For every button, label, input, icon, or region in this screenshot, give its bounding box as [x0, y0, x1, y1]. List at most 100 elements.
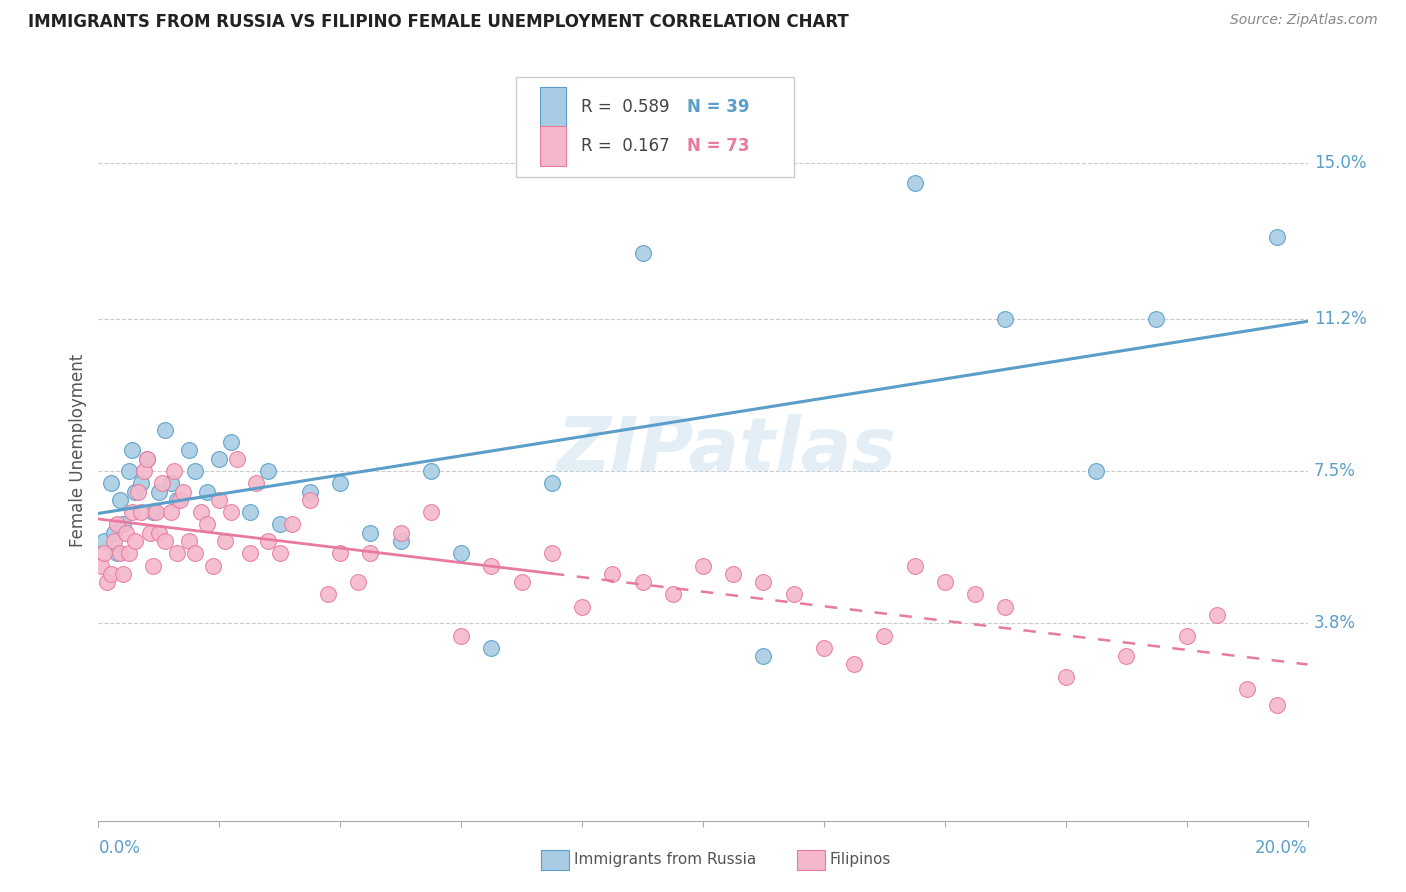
- Point: [994, 599, 1017, 614]
- Point: [299, 484, 322, 499]
- Point: [934, 575, 956, 590]
- Point: [150, 476, 173, 491]
- Point: [723, 566, 745, 581]
- Point: [153, 423, 176, 437]
- Point: [139, 525, 162, 540]
- Point: [316, 587, 339, 601]
- Text: 11.2%: 11.2%: [1313, 310, 1367, 328]
- Point: [239, 546, 262, 560]
- Point: [510, 575, 533, 590]
- Point: [129, 505, 152, 519]
- Point: [540, 476, 562, 491]
- Text: 15.0%: 15.0%: [1313, 153, 1367, 171]
- Point: [965, 587, 987, 601]
- Point: [256, 464, 278, 478]
- Point: [631, 246, 654, 260]
- Point: [118, 546, 141, 560]
- Point: [420, 464, 443, 478]
- Point: [100, 476, 122, 491]
- Point: [148, 484, 170, 499]
- Point: [169, 492, 191, 507]
- Point: [813, 640, 835, 655]
- Point: [184, 464, 207, 478]
- Text: 0.0%: 0.0%: [98, 839, 141, 857]
- Text: 7.5%: 7.5%: [1313, 462, 1355, 480]
- Point: [179, 533, 201, 548]
- Point: [160, 505, 183, 519]
- Point: [90, 558, 112, 573]
- Text: Source: ZipAtlas.com: Source: ZipAtlas.com: [1230, 13, 1378, 28]
- Point: [96, 575, 118, 590]
- Point: [148, 525, 170, 540]
- Text: N = 39: N = 39: [688, 98, 749, 116]
- Point: [1085, 464, 1108, 478]
- Point: [135, 451, 157, 466]
- Point: [752, 575, 775, 590]
- Point: [1146, 311, 1168, 326]
- Point: [114, 525, 136, 540]
- Point: [661, 587, 683, 601]
- Point: [124, 484, 146, 499]
- Point: [103, 533, 125, 548]
- Point: [93, 533, 115, 548]
- Point: [190, 505, 212, 519]
- Point: [202, 558, 225, 573]
- Text: Filipinos: Filipinos: [830, 853, 891, 867]
- Point: [631, 575, 654, 590]
- Point: [163, 464, 186, 478]
- Point: [208, 451, 231, 466]
- Text: 3.8%: 3.8%: [1313, 615, 1355, 632]
- Point: [239, 505, 262, 519]
- Point: [142, 558, 165, 573]
- Point: [184, 546, 207, 560]
- Point: [166, 546, 188, 560]
- FancyBboxPatch shape: [540, 87, 567, 128]
- Point: [195, 484, 218, 499]
- Point: [124, 533, 146, 548]
- Point: [389, 525, 412, 540]
- Point: [111, 517, 134, 532]
- Point: [245, 476, 267, 491]
- Point: [1054, 670, 1077, 684]
- Point: [1175, 629, 1198, 643]
- Point: [904, 558, 927, 573]
- Point: [118, 464, 141, 478]
- Point: [347, 575, 370, 590]
- Point: [172, 484, 194, 499]
- Point: [844, 657, 866, 672]
- Point: [360, 546, 382, 560]
- Point: [226, 451, 249, 466]
- Point: [121, 505, 143, 519]
- Point: [571, 599, 593, 614]
- Point: [127, 484, 149, 499]
- Point: [208, 492, 231, 507]
- Point: [166, 492, 188, 507]
- Point: [450, 629, 472, 643]
- Point: [129, 476, 152, 491]
- Point: [904, 176, 927, 190]
- Point: [1236, 681, 1258, 696]
- Point: [103, 525, 125, 540]
- Point: [281, 517, 304, 532]
- Point: [111, 566, 134, 581]
- Text: Immigrants from Russia: Immigrants from Russia: [574, 853, 756, 867]
- Point: [783, 587, 806, 601]
- Point: [160, 476, 183, 491]
- Point: [142, 505, 165, 519]
- Point: [1206, 607, 1229, 622]
- Point: [269, 517, 291, 532]
- Text: 20.0%: 20.0%: [1256, 839, 1308, 857]
- Point: [540, 546, 562, 560]
- Point: [135, 451, 157, 466]
- Point: [221, 505, 243, 519]
- Point: [108, 492, 131, 507]
- Point: [481, 640, 503, 655]
- Point: [132, 464, 155, 478]
- Point: [269, 546, 291, 560]
- Point: [602, 566, 624, 581]
- Point: [93, 546, 115, 560]
- Point: [153, 533, 176, 548]
- FancyBboxPatch shape: [516, 77, 793, 177]
- Point: [450, 546, 472, 560]
- Point: [752, 649, 775, 664]
